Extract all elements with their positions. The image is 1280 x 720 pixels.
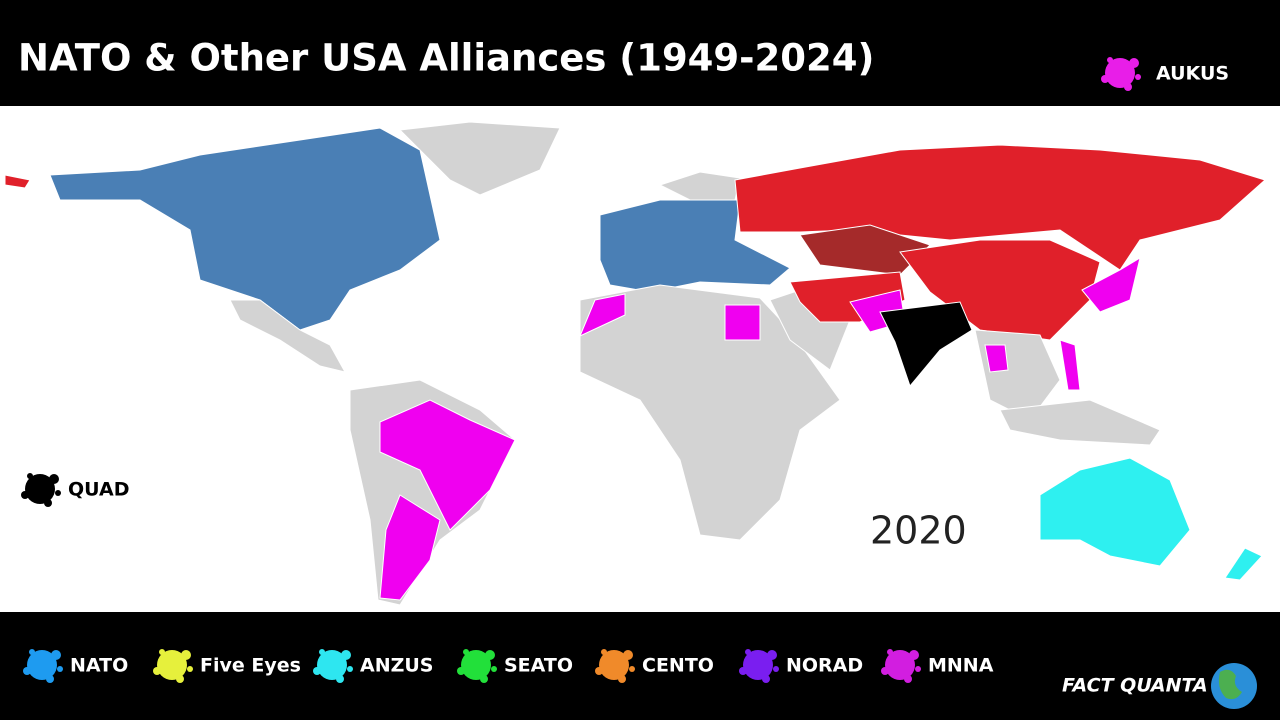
splat-drop <box>1124 83 1132 91</box>
legend-item: NORAD <box>739 649 863 683</box>
splat-drop <box>491 666 497 672</box>
splat <box>317 650 347 680</box>
legend-item: MNNA <box>881 649 994 683</box>
splat <box>461 650 491 680</box>
splat-drop <box>480 675 488 683</box>
splat-drop <box>27 473 33 479</box>
splat <box>27 650 57 680</box>
legend-swatch <box>739 649 779 683</box>
splat-drop <box>457 667 465 675</box>
splat-drop <box>1135 74 1141 80</box>
splat <box>25 474 55 504</box>
splat-drop <box>463 649 469 655</box>
splat-drop <box>773 666 779 672</box>
world-map <box>4 121 1266 606</box>
splat-drop <box>767 650 777 660</box>
legend-swatch <box>153 649 193 683</box>
legend-swatch <box>457 649 497 683</box>
splat-drop <box>1129 58 1139 68</box>
splat-drop <box>485 650 495 660</box>
brand: FACT QUANTA <box>1062 675 1208 697</box>
splat-drop <box>29 649 35 655</box>
splat-drop <box>159 649 165 655</box>
legend-label: SEATO <box>504 655 573 677</box>
splat <box>885 650 915 680</box>
splat-drop <box>187 666 193 672</box>
title: NATO & Other USA Alliances (1949-2024) <box>18 37 874 80</box>
splat-drop <box>21 491 29 499</box>
splat-drop <box>909 650 919 660</box>
splat-drop <box>618 675 626 683</box>
splat-drop <box>336 675 344 683</box>
legend-item: NATO <box>23 649 128 683</box>
splat-drop <box>915 666 921 672</box>
legend-item: CENTO <box>595 649 714 683</box>
legend-label: NORAD <box>786 655 863 677</box>
legend-swatch <box>881 649 921 683</box>
splat <box>157 650 187 680</box>
splat-drop <box>153 667 161 675</box>
splat-drop <box>46 675 54 683</box>
legend-label: NATO <box>70 655 128 677</box>
aukus-key: AUKUS <box>1101 57 1229 91</box>
splat-drop <box>739 667 747 675</box>
legend-label: CENTO <box>642 655 714 677</box>
splat-drop <box>629 666 635 672</box>
legend-label: MNNA <box>928 655 994 677</box>
splat-drop <box>55 490 61 496</box>
splat <box>1105 58 1135 88</box>
splat-drop <box>44 499 52 507</box>
splat-drop <box>595 667 603 675</box>
quad-key: QUAD <box>21 473 129 507</box>
globe-icon <box>1211 663 1257 709</box>
splat-drop <box>51 650 61 660</box>
legend-label: ANZUS <box>360 655 434 677</box>
splat-drop <box>181 650 191 660</box>
splat-drop <box>623 650 633 660</box>
splat-drop <box>313 667 321 675</box>
splat-drop <box>762 675 770 683</box>
quad-label: QUAD <box>68 479 129 501</box>
splat-drop <box>904 675 912 683</box>
splat <box>599 650 629 680</box>
splat-drop <box>347 666 353 672</box>
legend-label: Five Eyes <box>200 655 301 677</box>
splat-drop <box>745 649 751 655</box>
header-bar <box>0 0 1280 106</box>
splat-drop <box>1107 57 1113 63</box>
splat-drop <box>601 649 607 655</box>
legend-item: Five Eyes <box>153 649 301 683</box>
splat-drop <box>57 666 63 672</box>
legend-swatch <box>313 649 353 683</box>
splat-drop <box>1101 75 1109 83</box>
legend-item: ANZUS <box>313 649 434 683</box>
splat-drop <box>341 650 351 660</box>
splat-drop <box>881 667 889 675</box>
footer-bar <box>0 612 1280 720</box>
legend: NATO Five Eyes ANZUS SEATO CENTO NORAD MNNA <box>23 649 994 683</box>
splat-drop <box>23 667 31 675</box>
splat-drop <box>887 649 893 655</box>
splat-drop <box>49 474 59 484</box>
splat-drop <box>319 649 325 655</box>
splat-drop <box>176 675 184 683</box>
splat <box>743 650 773 680</box>
legend-item: SEATO <box>457 649 573 683</box>
year: 2020 <box>870 509 967 553</box>
legend-swatch <box>595 649 635 683</box>
aukus-label: AUKUS <box>1156 63 1229 85</box>
legend-swatch <box>23 649 63 683</box>
